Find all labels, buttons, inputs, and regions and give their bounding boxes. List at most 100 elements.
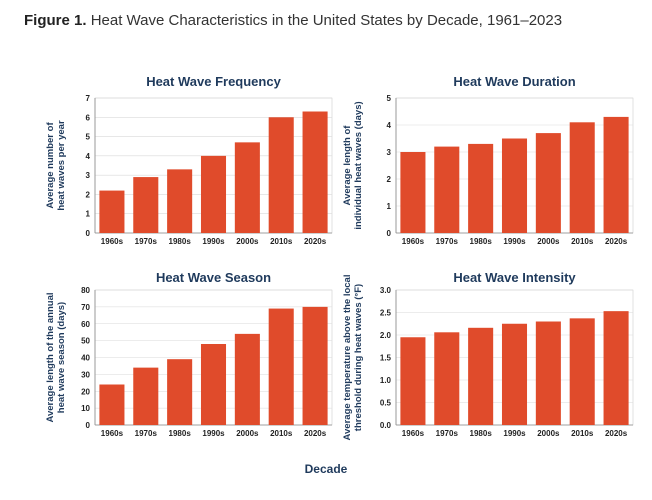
chart-4-x-tick-label: 2010s (571, 429, 594, 438)
chart-1-x-tick-label: 1960s (101, 237, 124, 246)
chart-2-x-tick-label: 1970s (436, 237, 459, 246)
chart-3-y-tick-label: 70 (81, 303, 90, 312)
chart-1-y-tick-label: 7 (86, 94, 91, 103)
chart-4-y-axis-label-line: threshold during heat waves (°F) (353, 284, 364, 431)
chart-2-y-axis-label-line: individual heat waves (days) (353, 101, 364, 229)
chart-3-y-tick-label: 80 (81, 286, 90, 295)
chart-4-x-tick-label: 1970s (436, 429, 459, 438)
chart-1-y-axis-label-line: Average number of (45, 122, 56, 209)
chart-3-x-tick-label: 1960s (101, 429, 124, 438)
chart-2-bar-2020s (603, 116, 629, 233)
chart-2-bar-1980s (468, 143, 494, 233)
chart-2-y-tick-label: 3 (387, 148, 392, 157)
shared-x-axis-label: Decade (304, 462, 348, 476)
chart-1-title: Heat Wave Frequency (146, 74, 281, 89)
chart-4-x-tick-label: 1990s (503, 429, 526, 438)
chart-4-y-tick-label: 1.0 (380, 376, 392, 385)
chart-1-x-tick-label: 1970s (135, 237, 158, 246)
chart-1-y-tick-label: 4 (86, 152, 91, 161)
chart-4-x-tick-label: 1980s (470, 429, 493, 438)
chart-4-y-tick-label: 0.5 (380, 399, 392, 408)
chart-4-bar-1990s (501, 323, 528, 425)
chart-2-y-tick-label: 4 (387, 121, 392, 130)
chart-4-x-tick-label: 2020s (605, 429, 628, 438)
chart-1-y-tick-label: 0 (86, 229, 91, 238)
chart-1-y-axis-label: Average number ofheat waves per year (45, 120, 67, 211)
chart-1-bar-1990s (200, 155, 227, 233)
chart-2-y-tick-label: 5 (387, 94, 392, 103)
chart-3-x-tick-label: 1980s (169, 429, 192, 438)
chart-1-x-tick-label: 1980s (169, 237, 192, 246)
chart-3-bar-2010s (268, 308, 294, 425)
figure-title: Figure 1. Heat Wave Characteristics in t… (24, 12, 562, 29)
chart-4-bar-1980s (468, 327, 494, 425)
chart-2-y-tick-label: 0 (387, 229, 392, 238)
chart-2-bar-1960s (400, 152, 426, 233)
chart-4-bar-2020s (603, 311, 629, 425)
chart-4-bar-1970s (434, 332, 460, 425)
chart-4-y-axis-label: Average temperature above the localthres… (342, 275, 364, 441)
chart-3-bar-1980s (167, 359, 193, 425)
chart-1-x-tick-label: 2000s (236, 237, 259, 246)
chart-3-y-tick-label: 0 (86, 421, 91, 430)
chart-3-y-tick-label: 10 (81, 404, 90, 413)
chart-1-y-tick-label: 1 (86, 210, 91, 219)
chart-2-y-axis-label: Average length ofindividual heat waves (… (342, 101, 364, 229)
chart-4-bar-2000s (535, 321, 561, 425)
chart-2-x-tick-label: 1980s (470, 237, 493, 246)
chart-2-bar-1970s (434, 146, 460, 233)
chart-2-x-tick-label: 1990s (503, 237, 526, 246)
chart-3-bar-2000s (234, 333, 260, 425)
chart-1-x-tick-label: 1990s (202, 237, 225, 246)
chart-1-y-tick-label: 6 (86, 113, 91, 122)
chart-1-bar-1980s (167, 169, 193, 233)
chart-1-bar-2020s (302, 111, 328, 233)
chart-1-y-axis-label-line: heat waves per year (56, 120, 67, 211)
chart-4-y-tick-label: 3.0 (380, 286, 392, 295)
chart-3-y-tick-label: 20 (81, 387, 90, 396)
chart-3-y-axis-label-line: heat wave season (days) (56, 302, 67, 413)
chart-3-y-tick-label: 30 (81, 370, 90, 379)
chart-4-bar-1960s (400, 337, 426, 425)
chart-1-x-tick-label: 2010s (270, 237, 293, 246)
chart-3-y-tick-label: 50 (81, 337, 90, 346)
chart-4-y-tick-label: 1.5 (380, 354, 392, 363)
chart-3-y-axis-label-line: Average length of the annual (45, 292, 56, 422)
chart-2-bar-1990s (501, 138, 528, 233)
chart-3-x-tick-label: 2010s (270, 429, 293, 438)
chart-2-x-tick-label: 1960s (402, 237, 425, 246)
chart-3-y-tick-label: 40 (81, 354, 90, 363)
chart-3-bar-1960s (99, 384, 125, 425)
chart-1-bar-1970s (133, 177, 159, 233)
chart-3-bar-1970s (133, 367, 159, 425)
chart-2-bar-2010s (569, 122, 595, 233)
chart-3-y-tick-label: 60 (81, 320, 90, 329)
chart-1-bar-1960s (99, 190, 125, 233)
chart-3-x-tick-label: 1970s (135, 429, 158, 438)
chart-4-bar-2010s (569, 318, 595, 425)
chart-1-y-tick-label: 3 (86, 171, 91, 180)
chart-4-y-axis-label-line: Average temperature above the local (342, 275, 353, 441)
chart-1-y-tick-label: 2 (86, 190, 91, 199)
chart-2-y-tick-label: 2 (387, 175, 392, 184)
chart-2-title: Heat Wave Duration (453, 74, 575, 89)
chart-2-y-axis-label-line: Average length of (342, 125, 353, 206)
figure-number: Figure 1. (24, 12, 87, 29)
chart-2-x-tick-label: 2020s (605, 237, 628, 246)
chart-1-y-tick-label: 5 (86, 133, 91, 142)
chart-3-y-axis-label: Average length of the annualheat wave se… (45, 292, 67, 422)
chart-2-bar-2000s (535, 133, 561, 233)
chart-2-y-tick-label: 1 (387, 202, 392, 211)
chart-3-title: Heat Wave Season (156, 270, 271, 285)
chart-1-bar-2010s (268, 117, 294, 233)
chart-4-x-tick-label: 1960s (402, 429, 425, 438)
chart-3-bar-2020s (302, 306, 328, 425)
chart-3-bar-1990s (200, 344, 227, 425)
chart-3-x-tick-label: 1990s (202, 429, 225, 438)
chart-4-y-tick-label: 0.0 (380, 421, 392, 430)
chart-3-x-tick-label: 2020s (304, 429, 327, 438)
chart-4-y-tick-label: 2.0 (380, 331, 392, 340)
chart-1-bar-2000s (234, 142, 260, 233)
chart-4-y-tick-label: 2.5 (380, 309, 392, 318)
